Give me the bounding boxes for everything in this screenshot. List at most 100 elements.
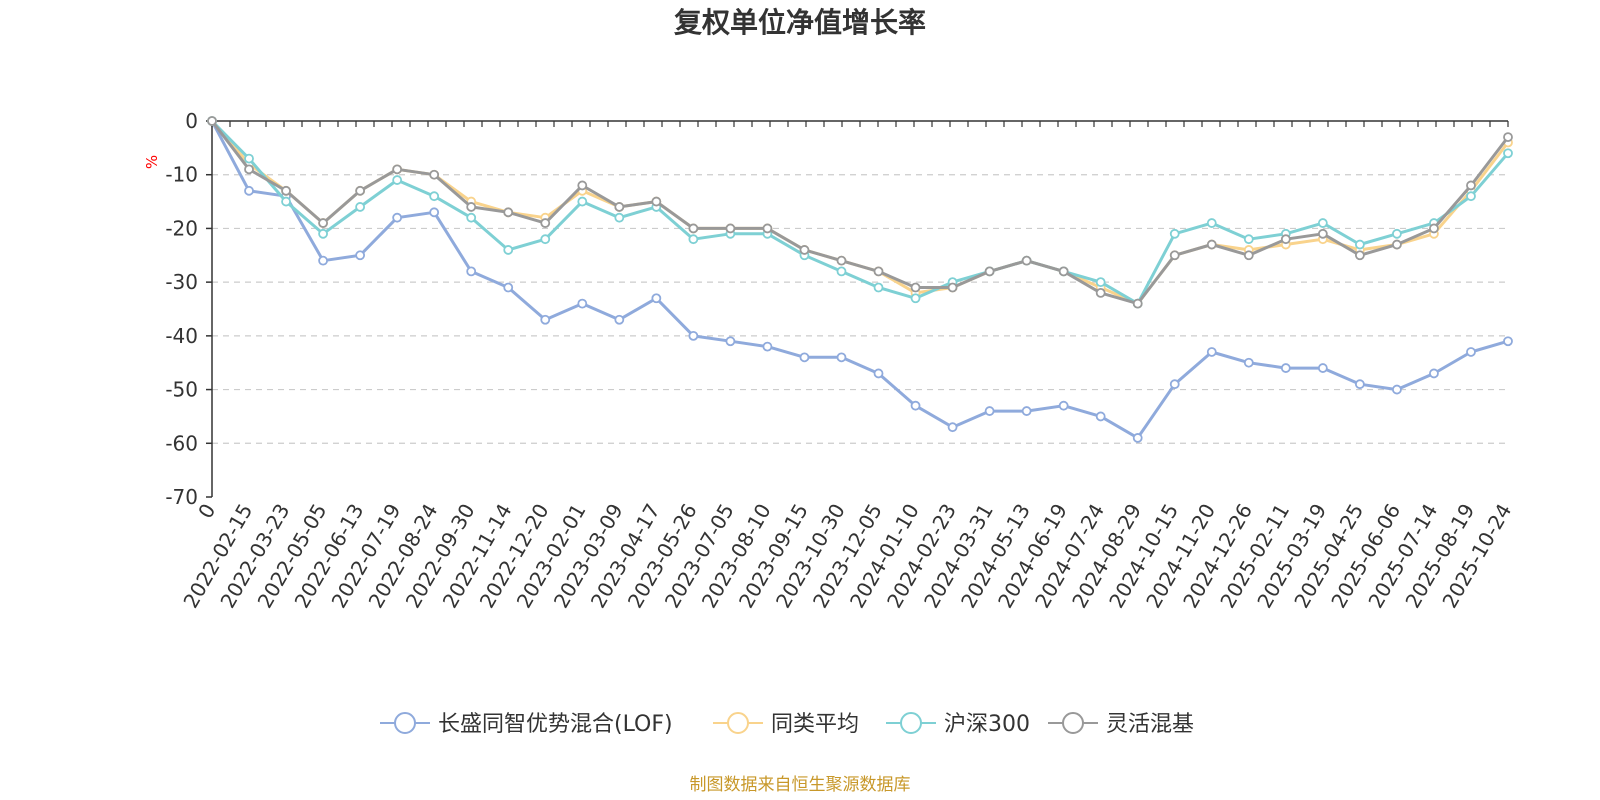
- data-point: [1095, 277, 1106, 288]
- data-point: [947, 282, 958, 293]
- data-point: [1354, 379, 1365, 390]
- axes: [211, 120, 1508, 497]
- legend-marker: [900, 712, 922, 734]
- legend-label: 灵活混基: [1106, 712, 1194, 737]
- data-point: [577, 180, 588, 191]
- data-point: [873, 266, 884, 277]
- data-point: [244, 164, 254, 175]
- data-point: [1466, 191, 1476, 202]
- data-point: [1429, 223, 1439, 234]
- data-point: [836, 255, 847, 266]
- legend-item[interactable]: 沪深300: [886, 712, 1030, 737]
- data-point: [244, 153, 254, 164]
- series-line: [210, 120, 1510, 306]
- data-point: [725, 223, 736, 234]
- data-point: [984, 266, 995, 277]
- data-point: [1206, 347, 1217, 357]
- data-point: [1503, 148, 1513, 159]
- data-point: [1169, 250, 1180, 261]
- data-point: [688, 223, 699, 234]
- data-point: [392, 164, 403, 175]
- x-tick-label: 0: [193, 500, 220, 523]
- legend-marker: [727, 712, 749, 734]
- legend-item[interactable]: 长盛同智优势混合(LOF): [380, 712, 673, 737]
- series-line: [210, 119, 1510, 306]
- data-point: [577, 196, 588, 207]
- data-point: [355, 202, 366, 212]
- data-point: [1317, 218, 1328, 228]
- data-point: [318, 255, 328, 266]
- y-tick-label: -70: [165, 485, 198, 509]
- data-point: [614, 314, 625, 325]
- legend-item[interactable]: 灵活混基: [1048, 712, 1194, 737]
- data-point: [429, 191, 440, 202]
- data-point: [503, 282, 514, 293]
- y-tick-label: -60: [165, 431, 198, 455]
- series-lines: [207, 116, 1513, 443]
- data-point: [577, 298, 588, 309]
- data-point: [1132, 298, 1143, 309]
- data-point: [725, 336, 736, 347]
- data-point: [540, 218, 551, 228]
- legend-marker: [1062, 712, 1084, 734]
- source-note: 制图数据来自恒生聚源数据库: [690, 775, 911, 795]
- y-axis-unit: %: [143, 155, 161, 169]
- data-point: [503, 245, 514, 255]
- data-point: [836, 352, 847, 363]
- legend-label: 长盛同智优势混合(LOF): [438, 712, 673, 737]
- grid-lines: [212, 174, 1508, 444]
- data-point: [1429, 368, 1439, 379]
- data-point: [318, 218, 328, 228]
- data-point: [651, 293, 662, 304]
- data-point: [281, 185, 291, 196]
- data-point: [910, 400, 921, 411]
- y-tick-label: -10: [165, 163, 198, 187]
- series-line: [210, 120, 1509, 440]
- data-point: [1466, 347, 1476, 357]
- data-point: [1243, 357, 1254, 368]
- y-tick-label: -40: [165, 324, 198, 348]
- data-point: [1058, 400, 1069, 411]
- data-point: [1058, 266, 1069, 277]
- data-point: [947, 422, 958, 433]
- data-point: [281, 196, 291, 207]
- legend-label: 沪深300: [944, 712, 1030, 737]
- data-point: [799, 245, 810, 255]
- legend[interactable]: 长盛同智优势混合(LOF) 同类平均 沪深300 灵活混基: [380, 712, 1194, 737]
- data-point: [1132, 433, 1143, 443]
- data-point: [244, 185, 254, 196]
- data-point: [873, 282, 884, 293]
- data-point: [1280, 234, 1291, 245]
- data-point: [429, 207, 440, 218]
- data-point: [614, 212, 625, 223]
- data-point: [910, 282, 921, 293]
- legend-item[interactable]: 同类平均: [713, 712, 859, 737]
- data-point: [1243, 234, 1254, 245]
- data-point: [1095, 411, 1106, 422]
- data-point: [1206, 218, 1217, 228]
- data-point: [1392, 228, 1402, 239]
- data-point: [762, 223, 773, 234]
- data-point: [355, 250, 366, 261]
- y-axis-ticks: 0 -10 -20 -30 -40 -50 -60 -70: [165, 109, 212, 509]
- data-point: [207, 116, 217, 126]
- data-point: [910, 293, 921, 304]
- legend-label: 同类平均: [771, 712, 859, 737]
- data-point: [1317, 363, 1328, 373]
- data-point: [1280, 363, 1291, 373]
- data-point: [1169, 228, 1180, 239]
- data-point: [836, 266, 847, 277]
- y-tick-label: 0: [185, 109, 198, 133]
- data-point: [688, 330, 699, 341]
- legend-marker: [394, 712, 416, 734]
- data-point: [466, 202, 477, 212]
- data-point: [1354, 250, 1365, 261]
- data-point: [466, 212, 477, 223]
- data-point: [1503, 336, 1513, 347]
- data-point: [1021, 406, 1032, 416]
- data-point: [762, 341, 773, 352]
- data-point: [651, 196, 662, 207]
- data-point: [1169, 379, 1180, 390]
- data-point: [466, 266, 477, 277]
